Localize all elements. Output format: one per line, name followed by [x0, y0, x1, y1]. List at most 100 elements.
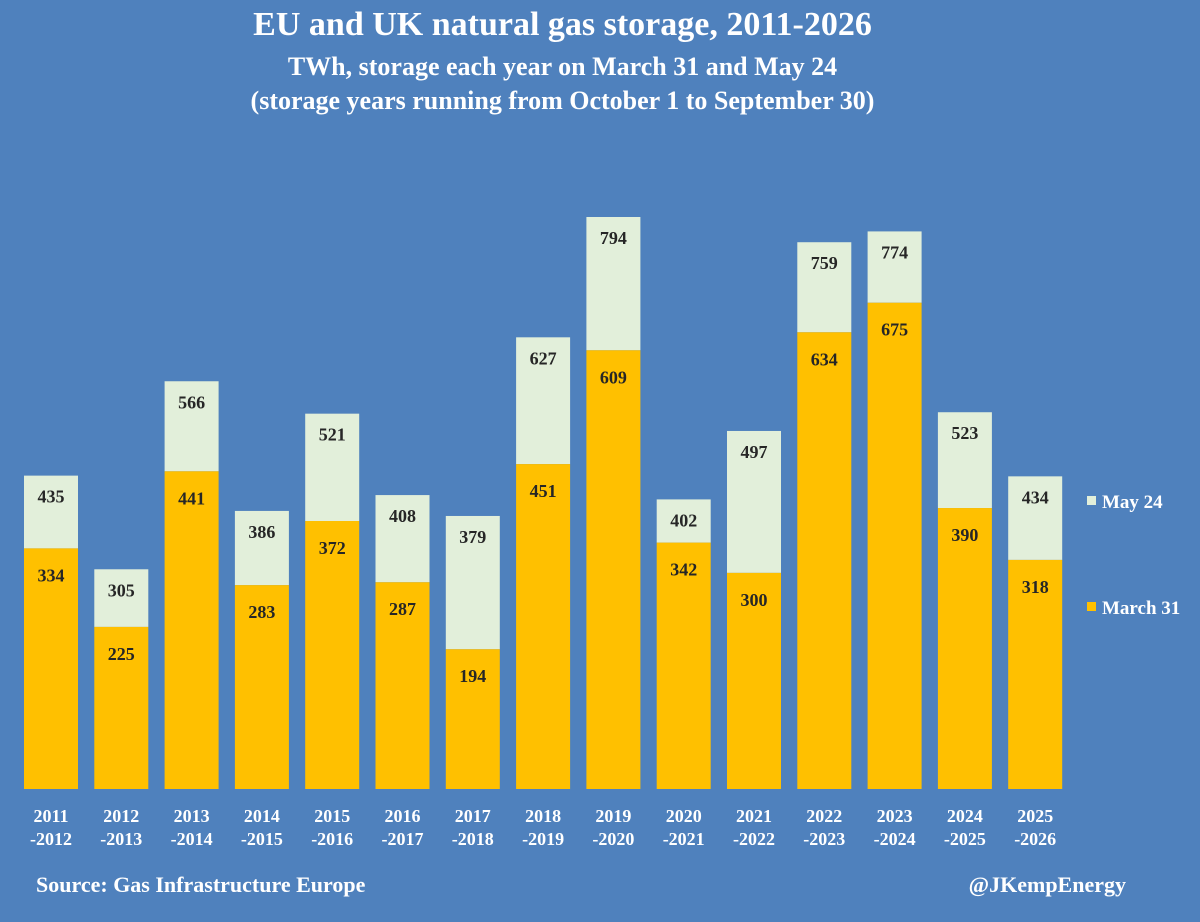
bar-may24	[727, 430, 781, 573]
data-label-march31: 451	[530, 481, 557, 501]
x-tick-label-start: 2025	[1017, 806, 1053, 826]
data-label-march31: 441	[178, 488, 205, 508]
bar-march31	[375, 582, 430, 789]
x-tick-label-end: -2025	[944, 829, 986, 849]
data-label-march31: 194	[459, 666, 486, 686]
bar-march31	[797, 332, 852, 789]
data-label-may24: 497	[741, 442, 768, 462]
chart-subtitle: TWh, storage each year on March 31 and M…	[287, 52, 838, 81]
bar-march31	[445, 649, 500, 789]
x-tick-label-start: 2023	[877, 806, 913, 826]
bar-may24	[94, 569, 149, 627]
x-tick-label-start: 2015	[314, 806, 350, 826]
x-tick-label-end: -2024	[874, 829, 916, 849]
x-tick-label-start: 2017	[455, 806, 491, 826]
x-tick-label-end: -2016	[311, 829, 353, 849]
x-tick-label-end: -2014	[171, 829, 213, 849]
x-tick-label-end: -2015	[241, 829, 283, 849]
bar-may24	[234, 510, 289, 586]
data-label-may24: 379	[459, 527, 486, 547]
data-label-march31: 609	[600, 367, 627, 387]
data-label-march31: 675	[881, 320, 908, 340]
bar-may24	[24, 475, 78, 549]
bar-may24	[445, 515, 500, 650]
x-tick-label-end: -2019	[522, 829, 564, 849]
bar-march31	[234, 585, 289, 789]
x-tick-label-end: -2023	[803, 829, 845, 849]
x-tick-label-start: 2018	[525, 806, 561, 826]
chart-title: EU and UK natural gas storage, 2011-2026	[253, 6, 872, 43]
x-tick-label-end: -2013	[100, 829, 142, 849]
author-handle: @JKempEnergy	[968, 872, 1126, 897]
data-label-march31: 334	[38, 565, 65, 585]
data-label-may24: 305	[108, 580, 135, 600]
data-label-march31: 372	[319, 538, 346, 558]
bar-march31	[516, 464, 571, 789]
chart-subtitle-note: (storage years running from October 1 to…	[250, 86, 875, 115]
x-tick-label-end: -2017	[382, 829, 424, 849]
legend-label-march31: March 31	[1102, 598, 1180, 619]
bar-may24	[586, 217, 641, 351]
data-label-may24: 794	[600, 228, 627, 248]
x-tick-label-end: -2022	[733, 829, 775, 849]
x-tick-label-start: 2014	[244, 806, 280, 826]
bar-may24	[867, 231, 922, 303]
x-tick-label-start: 2021	[736, 806, 772, 826]
bar-may24	[164, 381, 219, 472]
data-label-march31: 634	[811, 349, 838, 369]
bar-may24	[656, 499, 711, 543]
data-label-march31: 342	[670, 560, 697, 580]
data-label-may24: 435	[38, 487, 65, 507]
x-tick-label-end: -2018	[452, 829, 494, 849]
x-tick-label-end: -2026	[1014, 829, 1056, 849]
legend-label-may24: May 24	[1102, 492, 1163, 513]
x-tick-label-start: 2016	[385, 806, 421, 826]
bar-march31	[656, 542, 711, 789]
data-label-march31: 283	[248, 602, 275, 622]
bar-march31	[937, 508, 992, 789]
x-tick-label-start: 2024	[947, 806, 983, 826]
bar-may24	[305, 413, 360, 522]
data-label-may24: 521	[319, 425, 346, 445]
source-note: Source: Gas Infrastructure Europe	[36, 872, 366, 897]
x-tick-label-end: -2012	[30, 829, 72, 849]
bar-march31	[586, 350, 641, 789]
bar-may24	[375, 495, 430, 583]
data-label-may24: 434	[1022, 487, 1049, 507]
bar-march31	[727, 572, 781, 789]
data-label-may24: 774	[881, 242, 908, 262]
data-label-may24: 566	[178, 392, 205, 412]
data-label-may24: 523	[951, 423, 978, 443]
data-label-march31: 300	[741, 590, 768, 610]
data-label-march31: 225	[108, 644, 135, 664]
bar-march31	[867, 302, 922, 789]
bar-march31	[1008, 559, 1063, 789]
data-label-may24: 759	[811, 253, 838, 273]
bar-may24	[1008, 476, 1063, 560]
x-tick-label-end: -2021	[663, 829, 705, 849]
bar-may24	[937, 412, 992, 509]
bar-may24	[797, 242, 852, 333]
data-label-may24: 408	[389, 506, 416, 526]
x-tick-label-start: 2011	[33, 806, 68, 826]
data-label-march31: 390	[951, 525, 978, 545]
legend-swatch-march31	[1087, 602, 1096, 611]
x-tick-label-end: -2020	[592, 829, 634, 849]
x-tick-label-start: 2012	[103, 806, 139, 826]
bar-march31	[164, 471, 219, 789]
bar-may24	[516, 337, 571, 465]
data-label-may24: 402	[670, 510, 697, 530]
x-tick-label-start: 2020	[666, 806, 702, 826]
legend-swatch-may24	[1087, 496, 1096, 505]
bar-march31	[305, 521, 360, 789]
data-label-march31: 287	[389, 599, 416, 619]
data-label-march31: 318	[1022, 577, 1049, 597]
x-tick-label-start: 2019	[595, 806, 631, 826]
x-tick-label-start: 2022	[806, 806, 842, 826]
data-label-may24: 627	[530, 348, 557, 368]
data-label-may24: 386	[248, 522, 275, 542]
x-tick-label-start: 2013	[174, 806, 210, 826]
bar-march31	[24, 548, 78, 789]
bar-march31	[94, 626, 149, 789]
